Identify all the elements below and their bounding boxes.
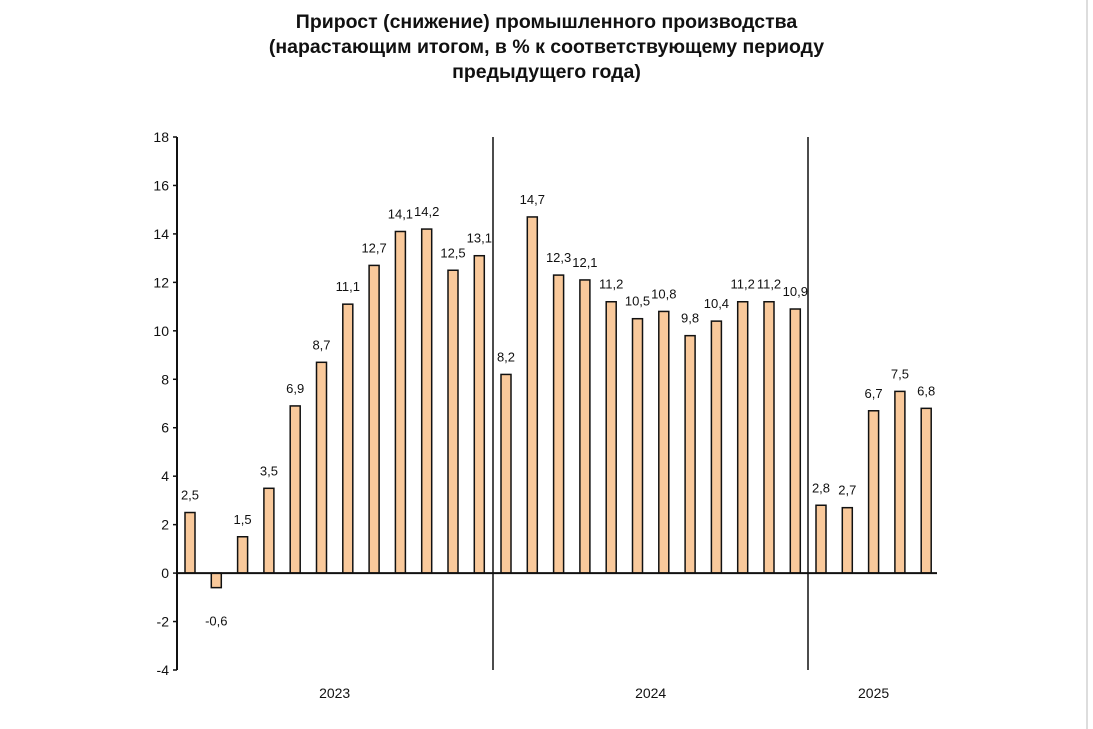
page-edge	[1086, 0, 1088, 729]
data-label: 14,2	[414, 204, 439, 219]
data-label: 3,5	[260, 463, 278, 478]
title-line: Прирост (снижение) промышленного произво…	[295, 11, 798, 33]
data-label: 12,3	[546, 250, 571, 265]
y-tick-label: 14	[153, 226, 169, 242]
bar	[579, 279, 591, 574]
y-tick-label: 4	[161, 468, 169, 484]
x-group-label: 2024	[635, 685, 666, 701]
y-tick-label: -4	[157, 662, 170, 678]
bar	[236, 536, 249, 574]
data-label: 9,8	[681, 311, 699, 326]
data-label: 13,1	[467, 231, 492, 246]
y-tick-label: 8	[161, 371, 169, 387]
bar	[210, 572, 223, 589]
data-label: -0,6	[205, 614, 227, 629]
bar	[473, 254, 486, 574]
data-label: 10,4	[704, 296, 729, 311]
y-tick-label: 2	[161, 517, 169, 533]
y-tick-label: 6	[161, 420, 169, 436]
title-line: предыдущего года)	[452, 61, 641, 83]
bar	[658, 310, 670, 574]
data-label: 10,8	[651, 286, 676, 301]
chart-title: Прирост (снижение) промышленного произво…	[0, 10, 1093, 85]
data-label: 11,2	[599, 277, 623, 292]
bar	[368, 264, 380, 574]
data-label: 8,2	[497, 349, 515, 364]
x-group-label: 2025	[858, 685, 889, 701]
bar	[710, 320, 723, 574]
data-label: 11,2	[731, 277, 755, 292]
data-label: 2,5	[181, 488, 199, 503]
bar	[789, 308, 802, 574]
bar	[631, 317, 644, 574]
data-label: 14,1	[388, 206, 413, 221]
bar	[841, 506, 854, 574]
bar	[920, 407, 932, 574]
data-label: 1,5	[234, 512, 252, 527]
data-label: 12,7	[361, 240, 386, 255]
data-label: 6,8	[917, 383, 935, 398]
data-label: 7,5	[891, 366, 909, 381]
bar	[526, 216, 539, 574]
data-label: 2,8	[812, 480, 830, 495]
bar	[815, 504, 827, 574]
bar	[394, 230, 407, 574]
data-label: 8,7	[312, 337, 330, 352]
y-tick-label: 0	[161, 565, 169, 581]
bar	[420, 228, 433, 574]
data-label: 11,1	[336, 279, 360, 294]
bar	[894, 390, 906, 574]
x-group-label: 2023	[319, 685, 350, 701]
data-label: 2,7	[838, 483, 856, 498]
y-tick-label: 12	[153, 274, 169, 290]
y-tick-label: 10	[153, 323, 169, 339]
data-label: 6,9	[286, 381, 304, 396]
bar	[552, 274, 565, 574]
bar	[684, 334, 696, 574]
data-label: 6,7	[865, 386, 883, 401]
bar	[263, 487, 275, 574]
y-tick-label: 18	[153, 129, 169, 145]
bar	[867, 410, 880, 574]
bar	[315, 361, 328, 574]
title-line: (нарастающим итогом, в % к соответствующ…	[268, 36, 825, 58]
data-label: 12,5	[440, 245, 465, 260]
bar	[736, 300, 749, 574]
bar	[500, 373, 512, 574]
data-label: 14,7	[520, 192, 545, 207]
bar	[342, 303, 354, 574]
data-label: 12,1	[572, 255, 597, 270]
bar	[289, 405, 301, 574]
data-label: 11,2	[757, 277, 781, 292]
y-tick-label: 16	[153, 177, 169, 193]
bar	[447, 269, 459, 574]
bar	[605, 300, 617, 574]
bar	[763, 300, 775, 574]
bar	[184, 511, 196, 574]
data-label: 10,5	[625, 294, 650, 309]
y-tick-label: -2	[157, 614, 170, 630]
data-label: 10,9	[783, 284, 808, 299]
